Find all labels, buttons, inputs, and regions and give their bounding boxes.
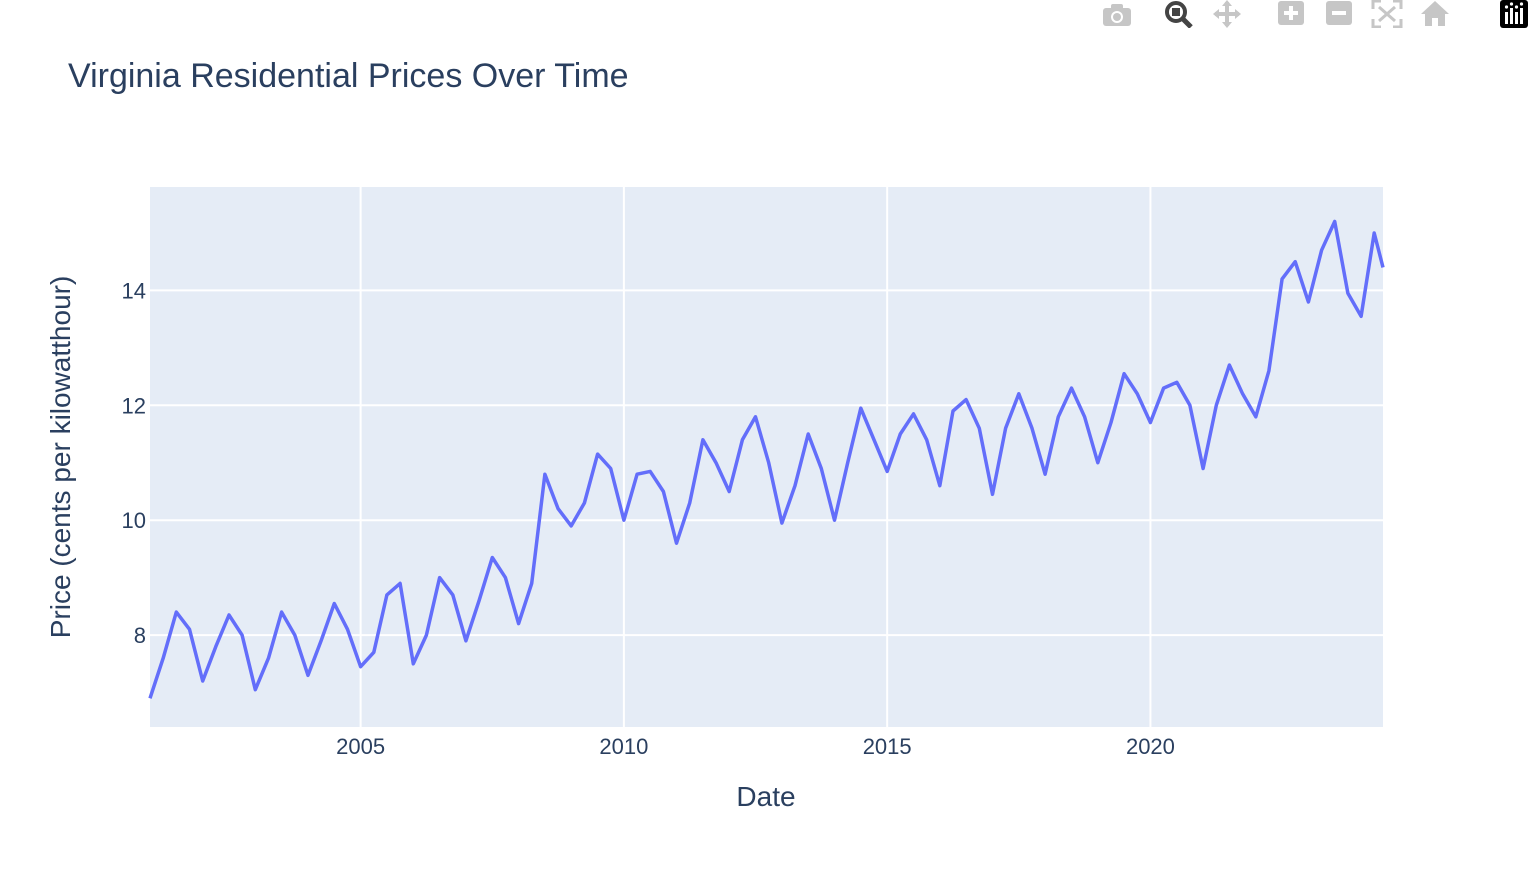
x-tick-label: 2015 (863, 734, 912, 759)
zoom-out-icon[interactable] (1322, 0, 1356, 28)
chart-title: Virginia Residential Prices Over Time (68, 57, 629, 95)
zoom-in-icon[interactable] (1274, 0, 1308, 28)
x-tick-label: 2010 (599, 734, 648, 759)
modebar (1100, 0, 1530, 30)
x-axis-tick-labels: 2005 2010 2015 2020 (336, 734, 1175, 759)
y-tick-label: 12 (122, 393, 146, 418)
x-axis-label: Date (736, 781, 795, 812)
y-axis-tick-labels: 8 10 12 14 (122, 278, 146, 648)
y-tick-label: 8 (134, 623, 146, 648)
gridlines (150, 187, 1383, 727)
y-axis-label: Price (cents per kilowatthour) (45, 276, 76, 639)
zoom-icon[interactable] (1162, 0, 1196, 28)
camera-icon[interactable] (1100, 0, 1134, 28)
y-tick-label: 10 (122, 508, 146, 533)
autoscale-icon[interactable] (1370, 0, 1404, 28)
y-tick-label: 14 (122, 278, 146, 303)
reset-axes-icon[interactable] (1418, 0, 1452, 28)
pan-icon[interactable] (1210, 0, 1244, 28)
x-tick-label: 2020 (1126, 734, 1175, 759)
price-series-line (148, 219, 1385, 699)
plotly-logo-icon[interactable] (1496, 0, 1530, 28)
x-tick-label: 2005 (336, 734, 385, 759)
